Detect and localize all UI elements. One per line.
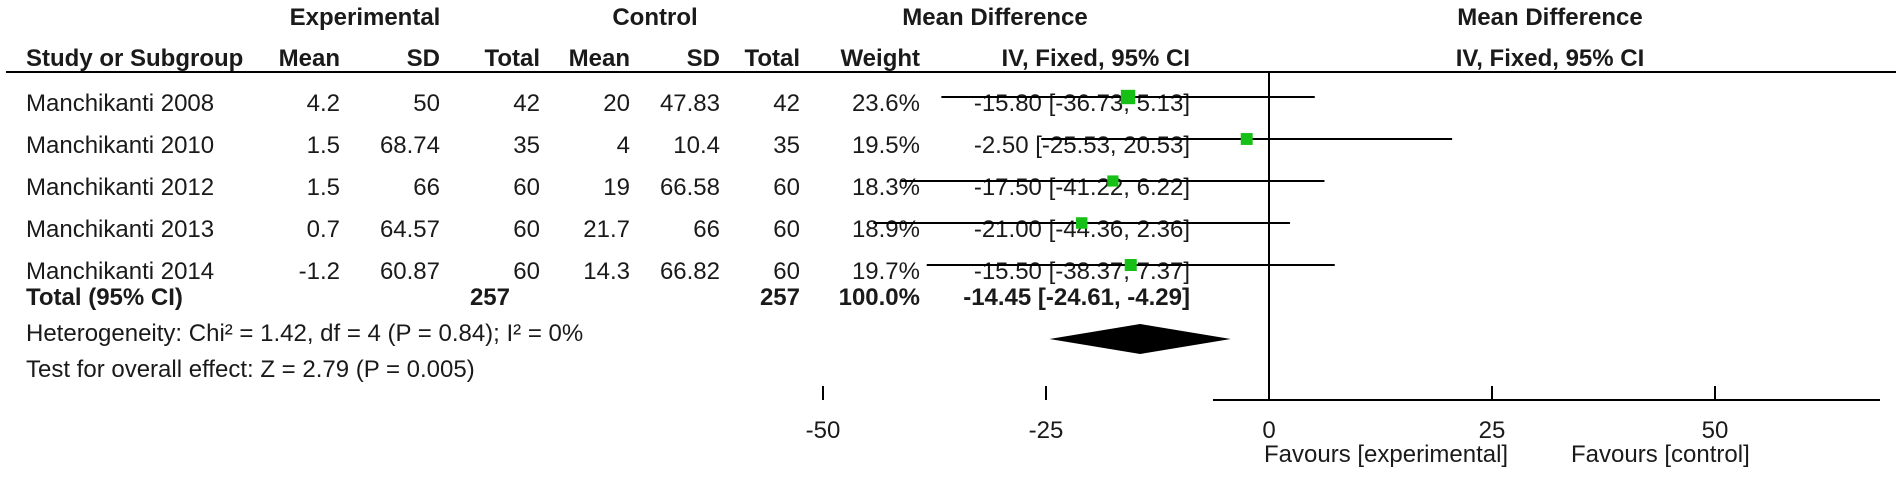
study-name-cell: Manchikanti 2012 — [26, 174, 215, 201]
exp-total-cell: 42 — [513, 90, 540, 117]
weight-cell: 19.5% — [851, 132, 920, 159]
total-ctl-total: 257 — [759, 284, 800, 311]
weight-column-header: Weight — [840, 45, 920, 72]
header-divider-line — [6, 71, 1896, 73]
exp-mean-cell: 1.5 — [306, 132, 340, 159]
favours-control-label: Favours [control] — [1571, 441, 1750, 468]
ctl-total-cell: 60 — [773, 216, 800, 243]
exp-total-cell: 60 — [513, 258, 540, 285]
plot-ci-column-header: IV, Fixed, 95% CI — [1455, 45, 1645, 72]
exp-mean-cell: 0.7 — [306, 216, 340, 243]
total-weight: 100.0% — [838, 284, 920, 311]
mean-difference-header: Mean Difference — [902, 4, 1088, 31]
exp-total-cell: 60 — [513, 216, 540, 243]
x-axis-tick-label: 50 — [1702, 417, 1729, 444]
x-axis-tick-label: 25 — [1479, 417, 1506, 444]
ci-cell: -17.50 [-41.22, 6.22] — [973, 174, 1190, 201]
ctl-mean-cell: 20 — [603, 90, 630, 117]
exp-sd-cell: 64.57 — [379, 216, 440, 243]
exp-mean-cell: -1.2 — [298, 258, 340, 285]
exp-sd-cell: 66 — [413, 174, 440, 201]
exp-mean-cell: 1.5 — [306, 174, 340, 201]
exp-total-column-header: Total — [484, 45, 540, 72]
control-group-header: Control — [612, 4, 698, 31]
x-axis-tick-label: -50 — [806, 417, 841, 444]
ctl-sd-cell: 47.83 — [659, 90, 720, 117]
x-axis-tick-label: -25 — [1029, 417, 1064, 444]
exp-sd-cell: 50 — [413, 90, 440, 117]
ctl-sd-column-header: SD — [686, 45, 720, 72]
x-axis-tick-label: 0 — [1262, 417, 1275, 444]
favours-experimental-label: Favours [experimental] — [1264, 441, 1509, 468]
total-ci: -14.45 [-24.61, -4.29] — [963, 284, 1190, 311]
total-exp-total: 257 — [469, 284, 510, 311]
overall-effect-text: Test for overall effect: Z = 2.79 (P = 0… — [26, 356, 475, 383]
pooled-estimate-diamond — [1049, 324, 1231, 354]
ci-cell: -15.80 [-36.73, 5.13] — [973, 90, 1190, 117]
exp-mean-cell: 4.2 — [306, 90, 340, 117]
point-estimate-marker — [1107, 175, 1119, 187]
exp-sd-column-header: SD — [406, 45, 440, 72]
ctl-sd-cell: 66.82 — [659, 258, 720, 285]
ctl-sd-cell: 10.4 — [673, 132, 720, 159]
study-name-cell: Manchikanti 2008 — [26, 90, 215, 117]
ctl-mean-cell: 19 — [603, 174, 630, 201]
exp-sd-cell: 68.74 — [379, 132, 440, 159]
point-estimate-marker — [1240, 133, 1253, 145]
ctl-mean-column-header: Mean — [568, 45, 630, 72]
ctl-mean-cell: 4 — [616, 132, 630, 159]
ctl-total-cell: 35 — [773, 132, 800, 159]
ctl-total-cell: 42 — [773, 90, 800, 117]
heterogeneity-text: Heterogeneity: Chi² = 1.42, df = 4 (P = … — [26, 320, 584, 347]
weight-cell: 18.9% — [851, 216, 920, 243]
ctl-sd-cell: 66 — [693, 216, 720, 243]
exp-sd-cell: 60.87 — [379, 258, 440, 285]
ctl-sd-cell: 66.58 — [659, 174, 720, 201]
weight-cell: 23.6% — [851, 90, 920, 117]
point-estimate-marker — [1124, 258, 1137, 272]
weight-cell: 18.3% — [851, 174, 920, 201]
exp-mean-column-header: Mean — [278, 45, 340, 72]
study-name-cell: Manchikanti 2014 — [26, 258, 215, 285]
study-name-cell: Manchikanti 2010 — [26, 132, 215, 159]
total-label: Total (95% CI) — [26, 284, 183, 311]
exp-total-cell: 35 — [513, 132, 540, 159]
study-column-header: Study or Subgroup — [26, 45, 244, 72]
point-estimate-marker — [1120, 89, 1136, 105]
ctl-total-column-header: Total — [744, 45, 800, 72]
ci-cell: -15.50 [-38.37, 7.37] — [973, 258, 1190, 285]
ctl-mean-cell: 21.7 — [583, 216, 630, 243]
weight-cell: 19.7% — [851, 258, 920, 285]
ctl-mean-cell: 14.3 — [583, 258, 630, 285]
plot-mean-difference-header: Mean Difference — [1457, 4, 1643, 31]
exp-total-cell: 60 — [513, 174, 540, 201]
experimental-group-header: Experimental — [289, 4, 441, 31]
point-estimate-marker — [1075, 217, 1088, 229]
study-name-cell: Manchikanti 2013 — [26, 216, 215, 243]
ctl-total-cell: 60 — [773, 258, 800, 285]
ctl-total-cell: 60 — [773, 174, 800, 201]
ci-cell: -2.50 [-25.53, 20.53] — [973, 132, 1190, 159]
ci-column-header: IV, Fixed, 95% CI — [1001, 45, 1190, 72]
